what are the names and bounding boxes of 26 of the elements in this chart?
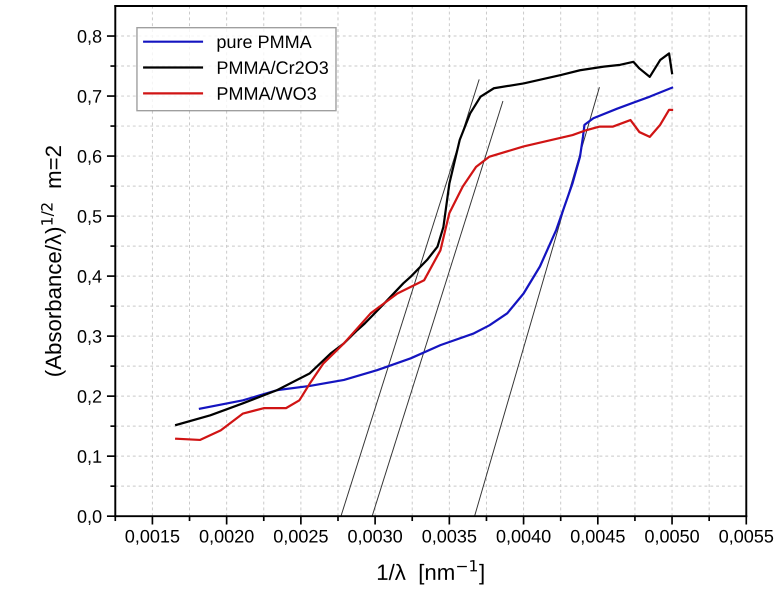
x-axis-title: 1/λ [nm$^{−1}$] [378, 560, 484, 585]
y-tick-label: 0,1 [78, 450, 102, 466]
legend-label: pure PMMA [218, 36, 312, 52]
line-series [175, 52, 674, 426]
x-tick-label: 0,0020 [200, 530, 254, 545]
legend-label: PMMA/Cr2O3 [218, 60, 328, 74]
line-series [198, 86, 674, 410]
legend-label: PMMA/WO3 [218, 86, 316, 100]
y-tick-label: 0,3 [78, 330, 102, 345]
line-series [175, 108, 674, 442]
x-tick-label: 0,0040 [496, 530, 550, 545]
x-tick-label: 0,0030 [348, 530, 402, 545]
y-tick-label: 0,2 [78, 390, 102, 405]
y-tick-label: 0,6 [78, 150, 102, 165]
y-tick-label: 0,7 [78, 90, 102, 105]
x-tick-label: 0,0035 [422, 530, 476, 545]
x-tick-label: 0,0050 [645, 530, 699, 545]
y-tick-label: 0,5 [78, 210, 102, 225]
x-tick-label: 0,0055 [719, 530, 774, 545]
y-tick-label: 0,0 [78, 510, 102, 526]
y-axis-title: (Absorbance/λ)$^{1/2}$ m=2 [41, 146, 66, 376]
x-tick-label: 0,0045 [570, 530, 625, 545]
x-tick-label: 0,0025 [274, 530, 328, 545]
x-tick-label: 0,0015 [126, 530, 180, 545]
y-tick-label: 0,8 [78, 30, 102, 45]
y-tick-label: 0,4 [78, 270, 102, 285]
